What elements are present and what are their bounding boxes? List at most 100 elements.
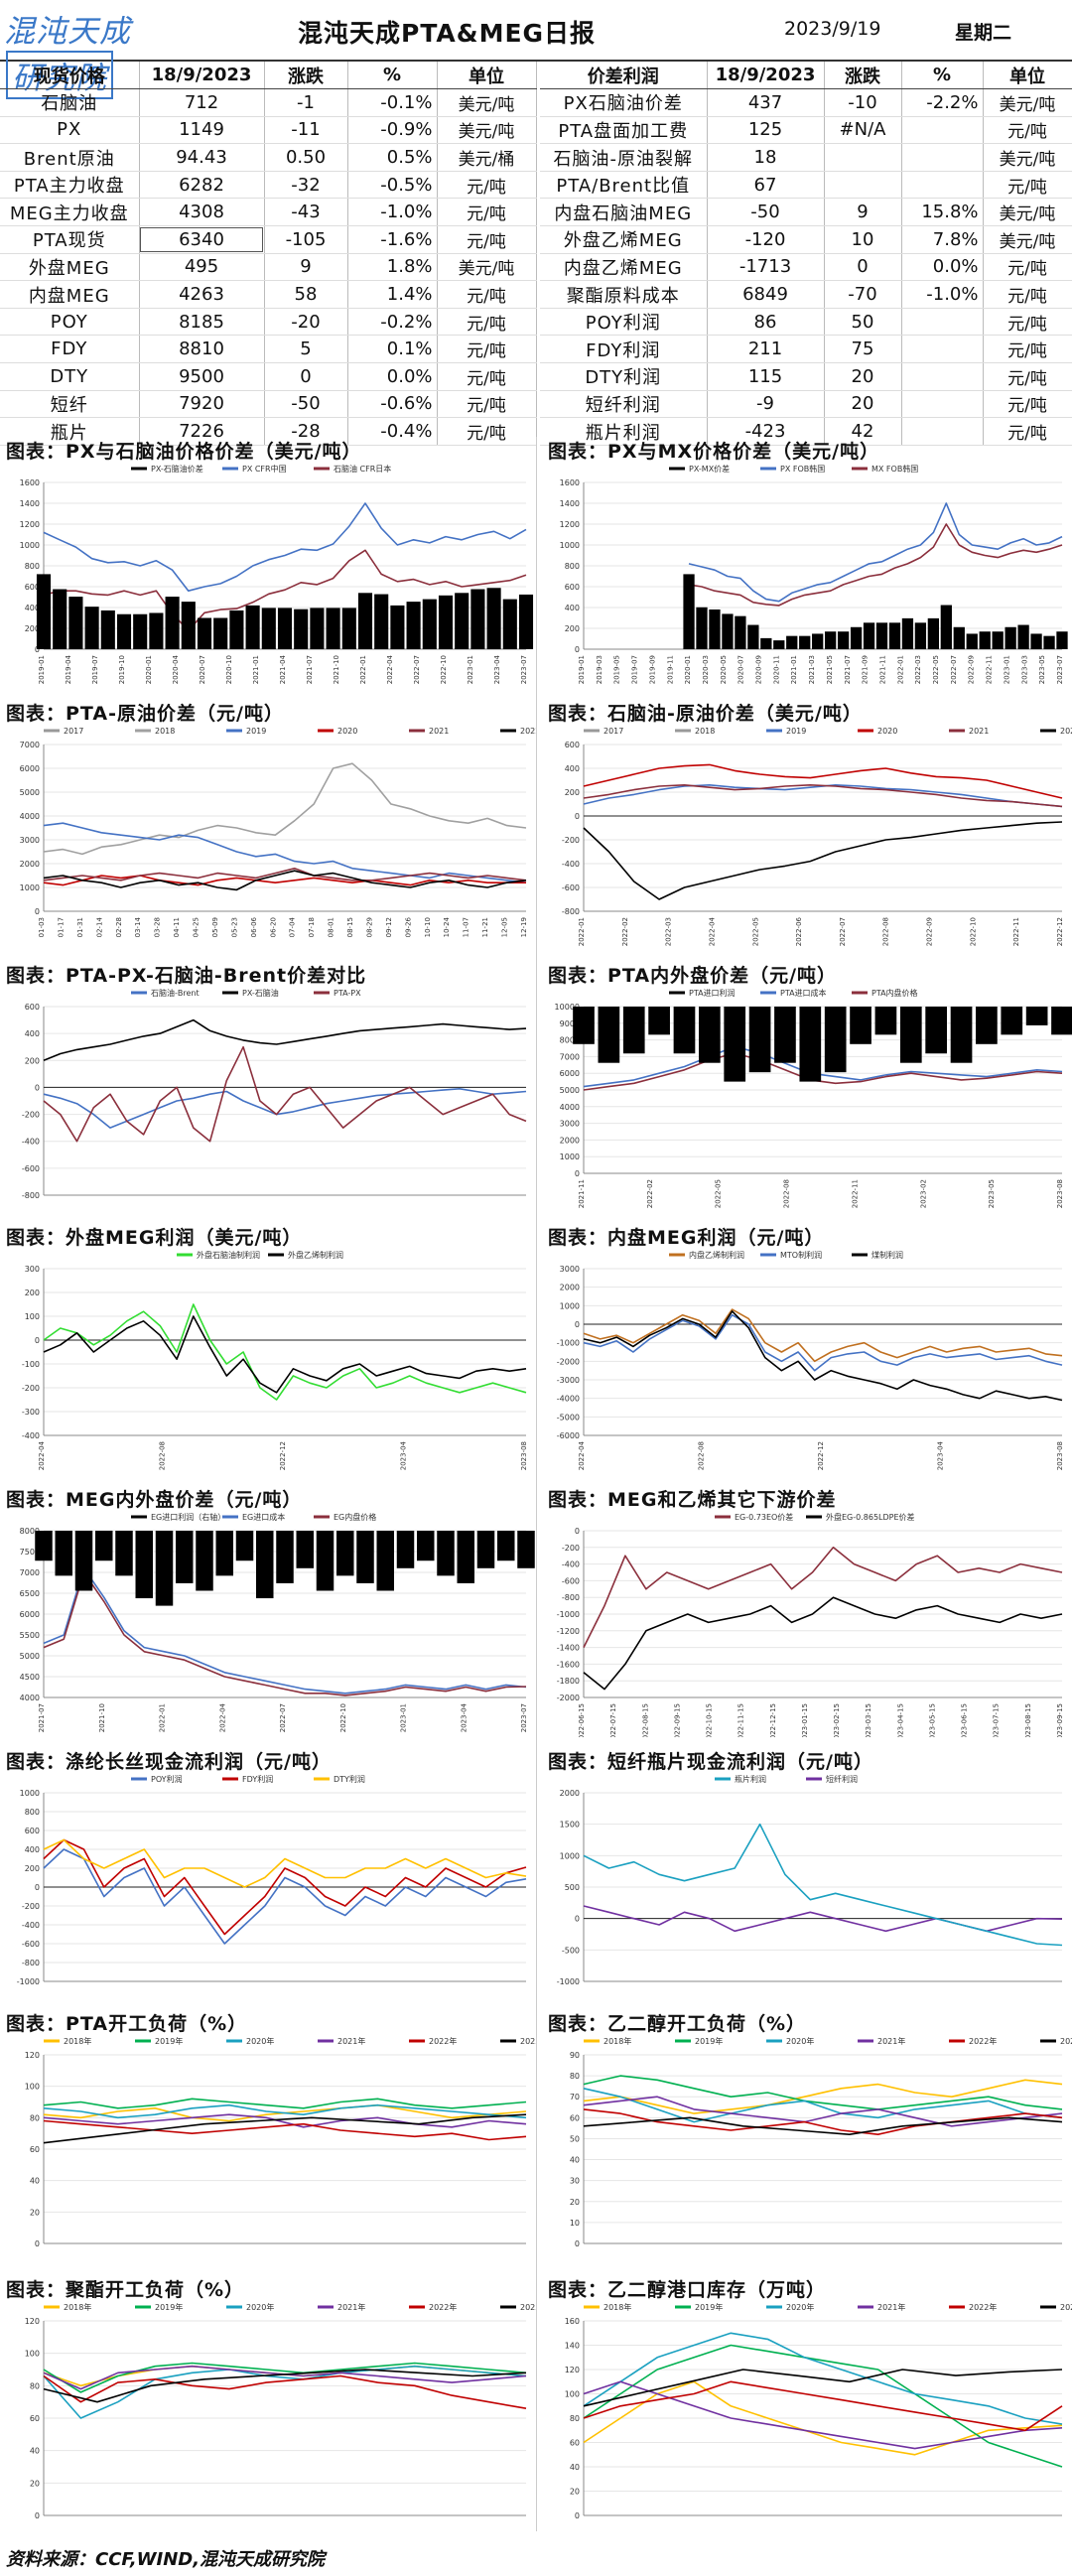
table-cell: 内盘MEG bbox=[0, 280, 140, 309]
x-tick-label: 2023-05-15 bbox=[928, 1703, 936, 1737]
table-row: 瓶片利润 -423 42 元/吨 bbox=[540, 417, 1072, 446]
legend-label: 2018 bbox=[155, 727, 175, 736]
bar-mark bbox=[824, 1007, 847, 1073]
bar-mark bbox=[406, 602, 421, 649]
y-tick-label: -200 bbox=[562, 1544, 580, 1553]
chart-svg: 2018年 2019年 2020年 2021年 2022年 2023年 0 10 20 30 40 5… bbox=[570, 2036, 1072, 2248]
y-tick-label: 0 bbox=[575, 812, 580, 821]
legend-label: 2020年 bbox=[786, 2036, 814, 2046]
table-cell: 元/吨 bbox=[437, 171, 537, 200]
table-cell: 瓶片 bbox=[0, 417, 140, 446]
legend-label: 2023年 bbox=[520, 2302, 536, 2312]
x-tick-label: 2022-02 bbox=[621, 917, 629, 946]
x-tick-label: 2023-04-15 bbox=[896, 1703, 904, 1737]
x-tick-label: 2022-05 bbox=[715, 1179, 723, 1208]
legend-label: PX CFR中国 bbox=[242, 464, 287, 474]
chart-legend: 内盘乙烯制利润 MTO制利润 煤制利润 bbox=[669, 1250, 903, 1260]
table-cell: DTY bbox=[0, 362, 140, 391]
table-cell: 495 bbox=[139, 253, 265, 282]
x-tick-label: 2020-11 bbox=[772, 655, 780, 684]
y-tick-label: 2000 bbox=[560, 1284, 580, 1292]
table-cell: FDY bbox=[0, 335, 140, 364]
bar-mark bbox=[774, 1007, 796, 1063]
y-tick-label: 400 bbox=[565, 604, 580, 612]
legend-label: 石脑油 CFR日本 bbox=[334, 464, 391, 474]
table-cell: POY bbox=[0, 308, 140, 337]
series-line bbox=[43, 549, 527, 631]
y-tick-label: 0 bbox=[575, 2239, 580, 2248]
series-line bbox=[43, 2362, 527, 2393]
y-tick-label: 40 bbox=[30, 2177, 40, 2186]
bar-mark bbox=[517, 1531, 535, 1568]
bar-mark bbox=[165, 597, 180, 649]
x-tick-label: 2023-04 bbox=[460, 1702, 468, 1732]
y-tick-label: 200 bbox=[565, 624, 580, 633]
left-header-cell: 18/9/2023 bbox=[139, 62, 265, 90]
y-tick-label: 0 bbox=[35, 907, 40, 916]
table-cell: 437 bbox=[707, 88, 825, 117]
legend-label: 2022 bbox=[520, 727, 536, 736]
x-tick-label: 2022-03 bbox=[665, 917, 673, 946]
series-line bbox=[583, 2079, 1063, 2114]
table-cell: 7920 bbox=[139, 390, 265, 419]
table-cell: 86 bbox=[707, 308, 825, 337]
table-cell: 元/吨 bbox=[983, 335, 1072, 364]
bar-mark bbox=[966, 633, 978, 649]
table-cell: 7.8% bbox=[901, 225, 984, 254]
chart-svg: 石脑油-Brent PX-石脑油 PTA-PX -800 -600 -400 -200 0 20… bbox=[22, 988, 527, 1200]
bar-mark bbox=[95, 1531, 113, 1561]
y-tick-label: -4000 bbox=[557, 1395, 580, 1404]
y-tick-label: 8000 bbox=[20, 1527, 40, 1536]
table-cell: 元/吨 bbox=[983, 362, 1072, 391]
table-row: PX石脑油价差 437 -10 -2.2% 美元/吨 bbox=[540, 88, 1072, 117]
y-tick-label: -600 bbox=[562, 1576, 580, 1585]
table-cell: 短纤利润 bbox=[540, 390, 708, 419]
table-cell: 美元/吨 bbox=[983, 143, 1072, 172]
chart-svg: 内盘乙烯制利润 MTO制利润 煤制利润 -6000 -5000 -4000 -3000 -20… bbox=[557, 1250, 1064, 1470]
y-tick-label: 100 bbox=[25, 1312, 40, 1321]
x-tick-label: 2020-10 bbox=[225, 655, 233, 684]
table-cell: 瓶片利润 bbox=[540, 417, 708, 446]
y-tick-label: 0 bbox=[35, 2511, 40, 2520]
table-cell: -0.9% bbox=[347, 116, 438, 145]
x-tick-label: 2022-11 bbox=[851, 1179, 859, 1208]
legend-label: PX-石脑油价差 bbox=[151, 464, 203, 474]
bar-mark bbox=[422, 599, 437, 649]
table-cell: -43 bbox=[264, 198, 348, 227]
table-cell: 元/吨 bbox=[983, 171, 1072, 200]
bar-mark bbox=[673, 1007, 696, 1054]
bar-mark bbox=[925, 1007, 948, 1054]
legend-label: PTA进口利润 bbox=[689, 988, 736, 998]
table-cell: 5 bbox=[264, 335, 348, 364]
left-header-cell: 涨跌 bbox=[264, 62, 348, 90]
x-tick-label: 2021-04 bbox=[279, 654, 287, 684]
table-row: MEG主力收盘 4308 -43 -1.0% 元/吨 bbox=[0, 198, 537, 227]
table-cell: 8185 bbox=[139, 308, 265, 337]
x-tick-label: 09-12 bbox=[385, 917, 393, 937]
y-tick-label: 6000 bbox=[20, 764, 40, 773]
chart-meg-inner-outer: EG进口利润（右轴） EG进口成本 EG内盘价格 4000 4500 5000 5500 60… bbox=[0, 1507, 536, 1737]
series-line bbox=[43, 1045, 527, 1143]
y-tick-label: 5000 bbox=[560, 1086, 580, 1095]
bar-mark bbox=[888, 622, 901, 649]
company-logo: 混沌天成研究院 bbox=[4, 6, 202, 99]
left-header-cell: 现货价格 bbox=[0, 62, 140, 90]
table-cell bbox=[901, 362, 984, 391]
bar-mark bbox=[874, 1007, 897, 1035]
table-cell: 美元/吨 bbox=[983, 225, 1072, 254]
x-tick-label: 2021-11 bbox=[578, 1179, 586, 1208]
bar-mark bbox=[35, 1531, 53, 1561]
legend-label: 2021 bbox=[969, 727, 989, 736]
bar-mark bbox=[927, 617, 939, 649]
chart-legend: PX-MX价差 PX FOB韩国 MX FOB韩国 bbox=[669, 464, 918, 474]
series-line bbox=[583, 1310, 1063, 1402]
legend-label: PTA-PX bbox=[334, 989, 361, 998]
chart-meg-load: 2018年 2019年 2020年 2021年 2022年 2023年 0 10 20 30 40 5… bbox=[540, 2031, 1072, 2261]
bar-mark bbox=[326, 608, 340, 649]
series-line bbox=[583, 2088, 1063, 2123]
chart-filament-profit: POY利润 FDY利润 DTY利润 -1000 -800 -600 -400 -200 0 200… bbox=[0, 1769, 536, 1999]
series-line bbox=[583, 784, 1063, 808]
table-cell bbox=[901, 171, 984, 200]
y-tick-label: 0 bbox=[35, 1083, 40, 1092]
y-tick-label: 5000 bbox=[20, 788, 40, 797]
